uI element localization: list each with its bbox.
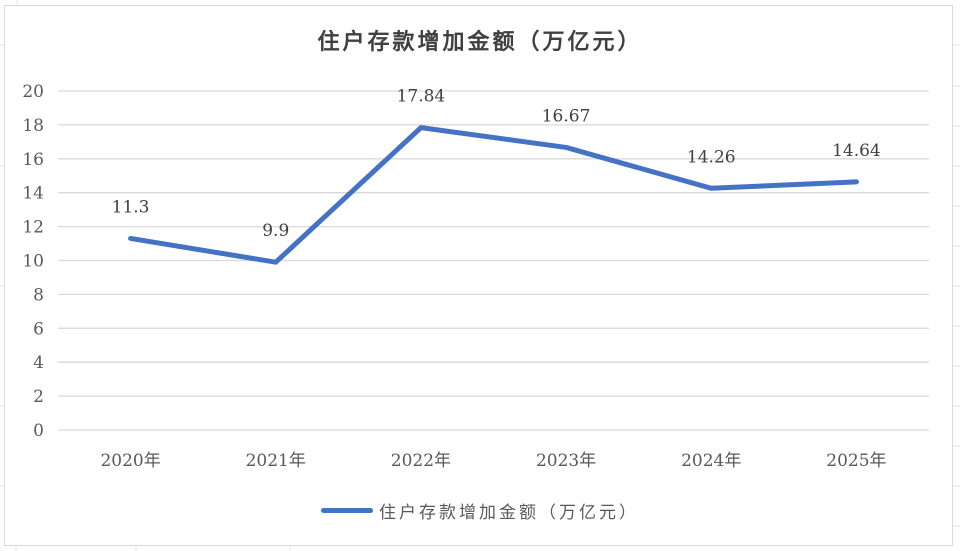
y-tick-label: 10 <box>22 252 44 272</box>
x-tick-label: 2023年 <box>536 451 596 471</box>
data-label: 14.26 <box>687 147 736 167</box>
legend-line-swatch <box>321 508 373 513</box>
data-label: 9.9 <box>262 221 289 241</box>
y-tick-label: 4 <box>33 353 44 373</box>
y-tick-label: 0 <box>33 421 44 441</box>
y-tick-label: 6 <box>33 319 44 339</box>
x-tick-label: 2024年 <box>681 451 741 471</box>
chart-title: 住户存款增加金额（万亿元） <box>317 30 643 55</box>
y-tick-label: 2 <box>33 387 44 407</box>
legend-label: 住户存款增加金额（万亿元） <box>379 503 639 523</box>
x-tick-label: 2022年 <box>391 451 451 471</box>
x-tick-label: 2020年 <box>100 451 160 471</box>
y-tick-label: 16 <box>22 150 44 170</box>
chart-area[interactable] <box>4 5 953 546</box>
y-tick-label: 20 <box>22 82 44 102</box>
x-tick-label: 2021年 <box>246 451 306 471</box>
legend: 住户存款增加金额（万亿元） <box>0 498 960 523</box>
y-tick-label: 12 <box>22 218 44 238</box>
data-label: 14.64 <box>832 141 881 161</box>
data-label: 16.67 <box>542 106 591 126</box>
x-tick-label: 2025年 <box>826 451 886 471</box>
y-tick-label: 18 <box>22 116 44 136</box>
data-series-line <box>128 125 859 265</box>
data-label: 11.3 <box>112 197 150 217</box>
y-tick-label: 14 <box>22 184 44 204</box>
data-label: 17.84 <box>397 87 446 107</box>
y-tick-label: 8 <box>33 285 44 305</box>
